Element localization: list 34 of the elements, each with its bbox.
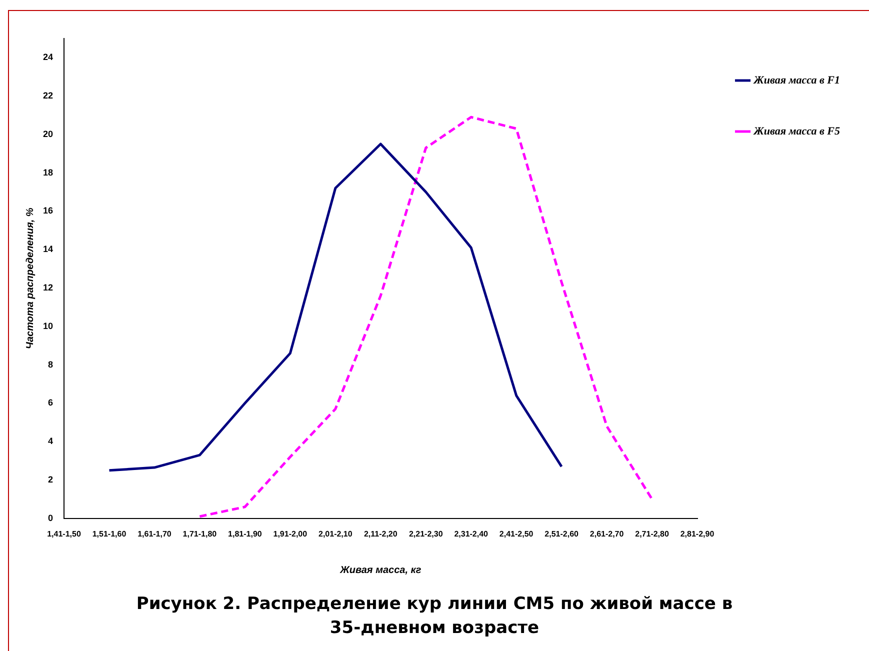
- x-tick-label: 2,71-2,80: [635, 529, 670, 538]
- y-tick-label: 0: [48, 512, 54, 523]
- x-tick-label: 2,51-2,60: [544, 529, 580, 538]
- y-tick-label: 22: [42, 90, 54, 100]
- y-tick-label: 16: [42, 206, 54, 216]
- x-tick-label: 2,41-2,50: [499, 529, 534, 538]
- x-tick-label: 2,21-2,30: [408, 529, 444, 538]
- x-axis-title: Живая масса, кг: [339, 564, 422, 576]
- x-tick-label: 2,61-2,70: [590, 529, 624, 538]
- y-tick-label: 20: [42, 128, 54, 139]
- y-tick-label: 2: [48, 474, 54, 484]
- x-tick-label: 1,51-1,60: [92, 529, 127, 538]
- x-tick-label: 2,11-2,20: [364, 529, 398, 538]
- y-tick-label: 10: [42, 320, 54, 331]
- y-tick-label: 6: [48, 398, 54, 408]
- x-tick-label: 1,41-1,50: [47, 529, 82, 538]
- y-tick-label: 12: [42, 282, 54, 292]
- x-tick-label: 1,81-1,90: [228, 529, 262, 538]
- text: Рисунок 2. Распределение кур линии СМ5 по живой массе в 35-дневном возрасте: [135, 593, 734, 640]
- x-tick-label: 1,71-1,80: [182, 529, 218, 538]
- x-tick-label: 1,61-1,70: [138, 529, 172, 538]
- y-tick-label: 8: [48, 359, 54, 370]
- legend-label: Живая масса в F1: [752, 74, 840, 86]
- legend-label: Живая масса в F5: [752, 125, 840, 138]
- y-tick-label: 24: [42, 52, 54, 62]
- line-series: [198, 116, 654, 518]
- y-tick-label: 18: [42, 167, 54, 178]
- y-tick-label: 14: [42, 244, 54, 254]
- x-tick-label: 2,01-2,10: [318, 529, 353, 538]
- x-tick-label: 1,91-2,00: [273, 529, 308, 538]
- y-axis-title: Частота распределения, %: [24, 208, 36, 350]
- x-tick-label: 2,81-2,90: [680, 529, 715, 538]
- y-tick-label: 4: [48, 436, 54, 446]
- x-tick-label: 2,31-2,40: [454, 529, 489, 538]
